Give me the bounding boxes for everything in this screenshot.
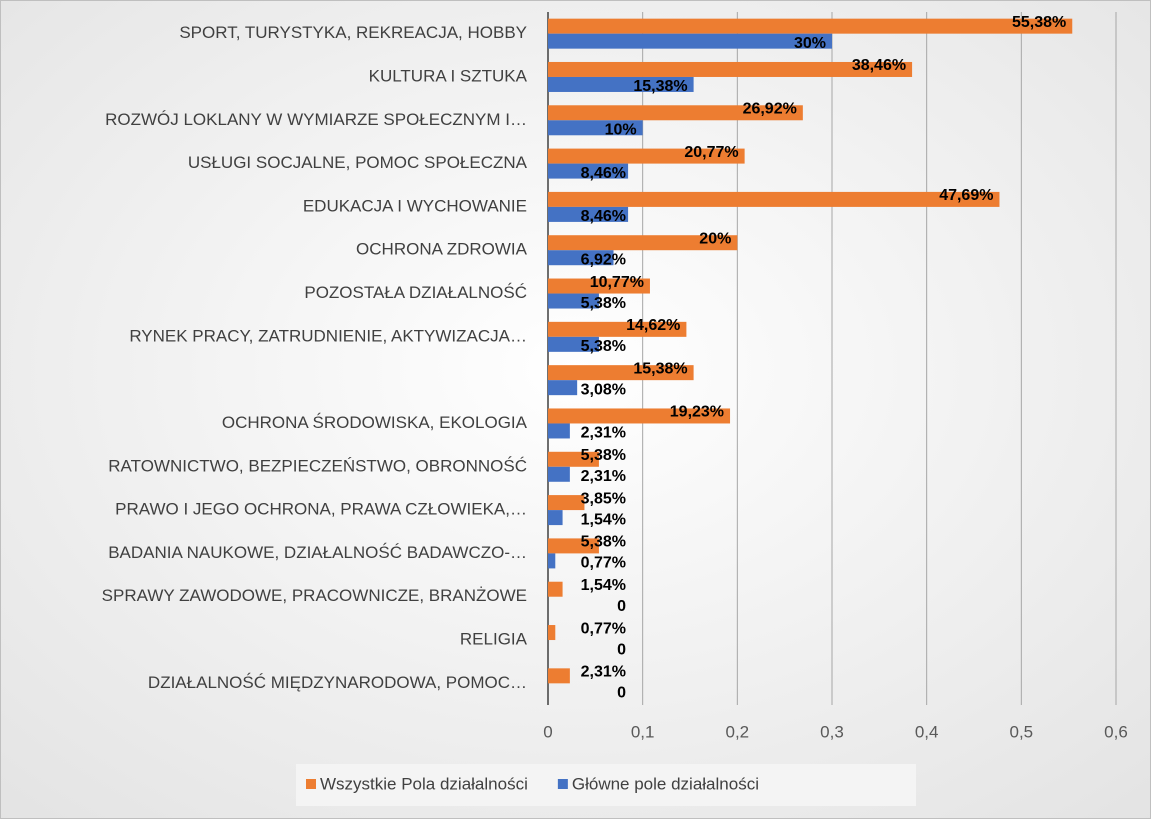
- y-tick-label: RATOWNICTWO, BEZPIECZEŃSTWO, OBRONNOŚĆ: [108, 456, 527, 475]
- legend-label: Główne pole działalności: [572, 774, 759, 793]
- data-label: 15,38%: [633, 360, 687, 377]
- data-label: 14,62%: [626, 317, 680, 334]
- x-tick-label: 0,6: [1104, 722, 1128, 741]
- bar: [548, 105, 803, 121]
- data-label: 1,54%: [581, 511, 626, 528]
- bar: [548, 336, 599, 352]
- data-label: 30%: [794, 35, 826, 52]
- y-tick-label: RYNEK PRACY, ZATRUDNIENIE, AKTYWIZACJA…: [129, 326, 527, 345]
- legend-box: [296, 764, 916, 806]
- data-label: 5,38%: [581, 295, 626, 312]
- bar: [548, 278, 650, 294]
- bar: [548, 625, 556, 641]
- data-label: 3,08%: [581, 381, 626, 398]
- bar: [548, 408, 731, 424]
- x-tick-label: 0,5: [1010, 722, 1034, 741]
- y-tick-label: OCHRONA ZDROWIA: [356, 240, 528, 259]
- data-label: 6,92%: [581, 251, 626, 268]
- x-tick-label: 0,3: [820, 722, 844, 741]
- bar: [548, 206, 629, 222]
- bar: [548, 293, 599, 309]
- bar: [548, 538, 599, 554]
- legend-swatch: [557, 779, 568, 789]
- y-tick-label: ROZWÓJ LOKLANY W WYMIARZE SPOŁECZNYM I…: [105, 110, 527, 129]
- bar: [548, 321, 687, 337]
- legend-swatch: [306, 779, 316, 789]
- data-label: 0: [617, 685, 626, 702]
- y-tick-label: BADANIA NAUKOWE, DZIAŁALNOŚĆ BADAWCZO-…: [108, 543, 527, 562]
- bar: [548, 250, 614, 266]
- y-tick-label: SPRAWY ZAWODOWE, PRACOWNICZE, BRANŻOWE: [102, 586, 527, 605]
- data-label: 26,92%: [743, 101, 797, 118]
- x-tick-label: 0,4: [915, 722, 939, 741]
- bar: [548, 668, 570, 684]
- bar: [548, 33, 832, 49]
- y-tick-label: OCHRONA ŚRODOWISKA, EKOLOGIA: [222, 413, 528, 432]
- data-label: 2,31%: [581, 468, 626, 485]
- bar: [548, 163, 629, 179]
- bar: [548, 120, 643, 136]
- data-label: 0: [617, 598, 626, 615]
- y-tick-label: KULTURA I SZTUKA: [369, 66, 528, 85]
- x-tick-label: 0,2: [726, 722, 750, 741]
- bar: [548, 510, 563, 526]
- y-tick-label: DZIAŁALNOŚĆ MIĘDZYNARODOWA, POMOC…: [148, 673, 527, 692]
- data-label: 2,31%: [581, 425, 626, 442]
- x-tick-label: 0,1: [631, 722, 655, 741]
- bar: [548, 191, 1000, 207]
- y-tick-label: USŁUGI SOCJALNE, POMOC SPOŁECZNA: [188, 153, 528, 172]
- bar: [548, 148, 745, 164]
- bar: [548, 380, 578, 396]
- bar: [548, 553, 556, 569]
- y-tick-label: RELIGIA: [460, 630, 528, 649]
- bar: [548, 495, 585, 511]
- bar: [548, 466, 570, 482]
- data-label: 10%: [605, 122, 637, 139]
- x-tick-label: 0: [543, 722, 552, 741]
- y-tick-label: EDUKACJA I WYCHOWANIE: [303, 196, 527, 215]
- data-label: 0,77%: [581, 555, 626, 572]
- bar: [548, 18, 1073, 34]
- data-label: 0,77%: [581, 620, 626, 637]
- bar: [548, 581, 563, 597]
- data-label: 0: [617, 641, 626, 658]
- data-label: 15,38%: [633, 78, 687, 95]
- legend-label: Wszystkie Pola działalności: [320, 774, 528, 793]
- data-label: 5,38%: [581, 338, 626, 355]
- bar: [548, 451, 599, 467]
- bar: [548, 61, 913, 77]
- bar: [548, 235, 738, 251]
- bar: [548, 76, 694, 92]
- data-label: 55,38%: [1012, 14, 1066, 31]
- data-label: 5,38%: [581, 447, 626, 464]
- y-tick-label: SPORT, TURYSTYKA, REKREACJA, HOBBY: [179, 23, 527, 42]
- data-label: 19,23%: [670, 404, 724, 421]
- data-label: 20%: [699, 230, 731, 247]
- data-label: 47,69%: [939, 187, 993, 204]
- data-label: 3,85%: [581, 490, 626, 507]
- data-label: 10,77%: [590, 274, 644, 291]
- y-tick-label: PRAWO I JEGO OCHRONA, PRAWA CZŁOWIEKA,…: [115, 500, 527, 519]
- bar: [548, 423, 570, 439]
- data-label: 5,38%: [581, 534, 626, 551]
- data-label: 38,46%: [852, 57, 906, 74]
- data-label: 8,46%: [581, 208, 626, 225]
- data-label: 2,31%: [581, 664, 626, 681]
- bar: [548, 365, 694, 381]
- data-label: 1,54%: [581, 577, 626, 594]
- y-tick-label: POZOSTAŁA DZIAŁALNOŚĆ: [304, 283, 527, 302]
- data-label: 20,77%: [684, 144, 738, 161]
- data-label: 8,46%: [581, 165, 626, 182]
